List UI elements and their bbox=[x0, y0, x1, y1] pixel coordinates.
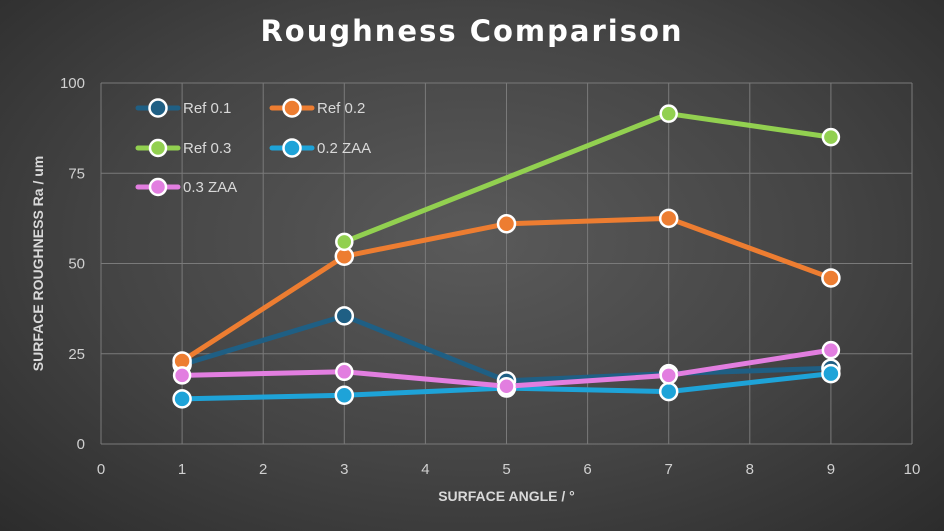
data-point-0-3-zaa-center bbox=[179, 373, 185, 378]
axes: 0 25 50 75 100 0 1 2 3 4 5 6 7 8 9 10 bbox=[60, 75, 920, 478]
series-0-3-zaa bbox=[172, 340, 841, 396]
data-point-ref-0-2 bbox=[658, 208, 679, 229]
series-layer bbox=[172, 104, 841, 409]
series-ref-0-3 bbox=[335, 104, 841, 252]
legend-marker-ref-0-3-center bbox=[155, 145, 161, 151]
data-point-0-3-zaa-center bbox=[504, 384, 509, 389]
data-point-0-2-zaa bbox=[821, 363, 841, 384]
x-tick-label: 1 bbox=[178, 461, 186, 478]
data-point-ref-0-2 bbox=[821, 268, 841, 288]
data-point-0-2-zaa bbox=[334, 385, 355, 406]
legend: Ref 0.1 Ref 0.2 Ref 0.3 0.2 ZAA 0.3 ZAA bbox=[135, 98, 371, 197]
y-axis-title: SURFACE ROUGHNESS Ra / um bbox=[30, 156, 46, 371]
data-point-0-3-zaa-center bbox=[342, 369, 347, 374]
data-point-ref-0-3-center bbox=[342, 239, 347, 245]
data-point-ref-0-3-center bbox=[666, 111, 671, 116]
legend-label-0-3-zaa: 0.3 ZAA bbox=[183, 179, 237, 196]
data-point-0-2-zaa bbox=[658, 381, 679, 402]
x-tick-label: 7 bbox=[665, 461, 673, 478]
data-point-ref-0-1 bbox=[334, 306, 355, 326]
legend-item-ref-0-1: Ref 0.1 bbox=[135, 98, 231, 118]
x-tick-label: 2 bbox=[259, 461, 267, 478]
data-point-ref-0-3-center bbox=[828, 134, 834, 140]
y-tick-label: 75 bbox=[68, 165, 85, 182]
legend-marker-0-3-zaa-center bbox=[155, 184, 161, 190]
legend-item-0-3-zaa: 0.3 ZAA bbox=[135, 177, 237, 197]
y-tick-label: 0 bbox=[77, 436, 85, 453]
legend-label-ref-0-2: Ref 0.2 bbox=[317, 100, 365, 117]
x-tick-label: 9 bbox=[827, 461, 835, 478]
legend-marker-0-2-zaa bbox=[282, 138, 302, 158]
legend-label-ref-0-3: Ref 0.3 bbox=[183, 140, 231, 157]
x-tick-label: 3 bbox=[340, 461, 348, 478]
x-axis-title: SURFACE ANGLE / ° bbox=[438, 488, 575, 504]
legend-item-0-2-zaa: 0.2 ZAA bbox=[269, 138, 371, 158]
x-tick-label: 6 bbox=[583, 461, 591, 478]
chart-title: Roughness Comparison bbox=[260, 14, 684, 48]
legend-item-ref-0-2: Ref 0.2 bbox=[269, 98, 365, 118]
legend-label-0-2-zaa: 0.2 ZAA bbox=[317, 140, 371, 157]
y-tick-label: 25 bbox=[68, 346, 85, 363]
data-point-0-3-zaa-center bbox=[828, 347, 834, 353]
data-point-0-3-zaa-center bbox=[666, 373, 671, 378]
y-tick-label: 50 bbox=[68, 256, 85, 273]
data-point-ref-0-2 bbox=[496, 214, 517, 234]
data-point-0-2-zaa bbox=[172, 389, 192, 409]
legend-marker-ref-0-2 bbox=[282, 98, 302, 118]
x-tick-label: 4 bbox=[421, 461, 429, 478]
x-tick-label: 8 bbox=[746, 461, 754, 478]
legend-label-ref-0-1: Ref 0.1 bbox=[183, 100, 231, 117]
y-tick-label: 100 bbox=[60, 75, 85, 92]
x-tick-label: 10 bbox=[904, 461, 921, 478]
x-tick-label: 0 bbox=[97, 461, 105, 478]
x-tick-label: 5 bbox=[502, 461, 510, 478]
legend-marker-ref-0-1 bbox=[148, 98, 168, 118]
legend-item-ref-0-3: Ref 0.3 bbox=[135, 138, 231, 158]
